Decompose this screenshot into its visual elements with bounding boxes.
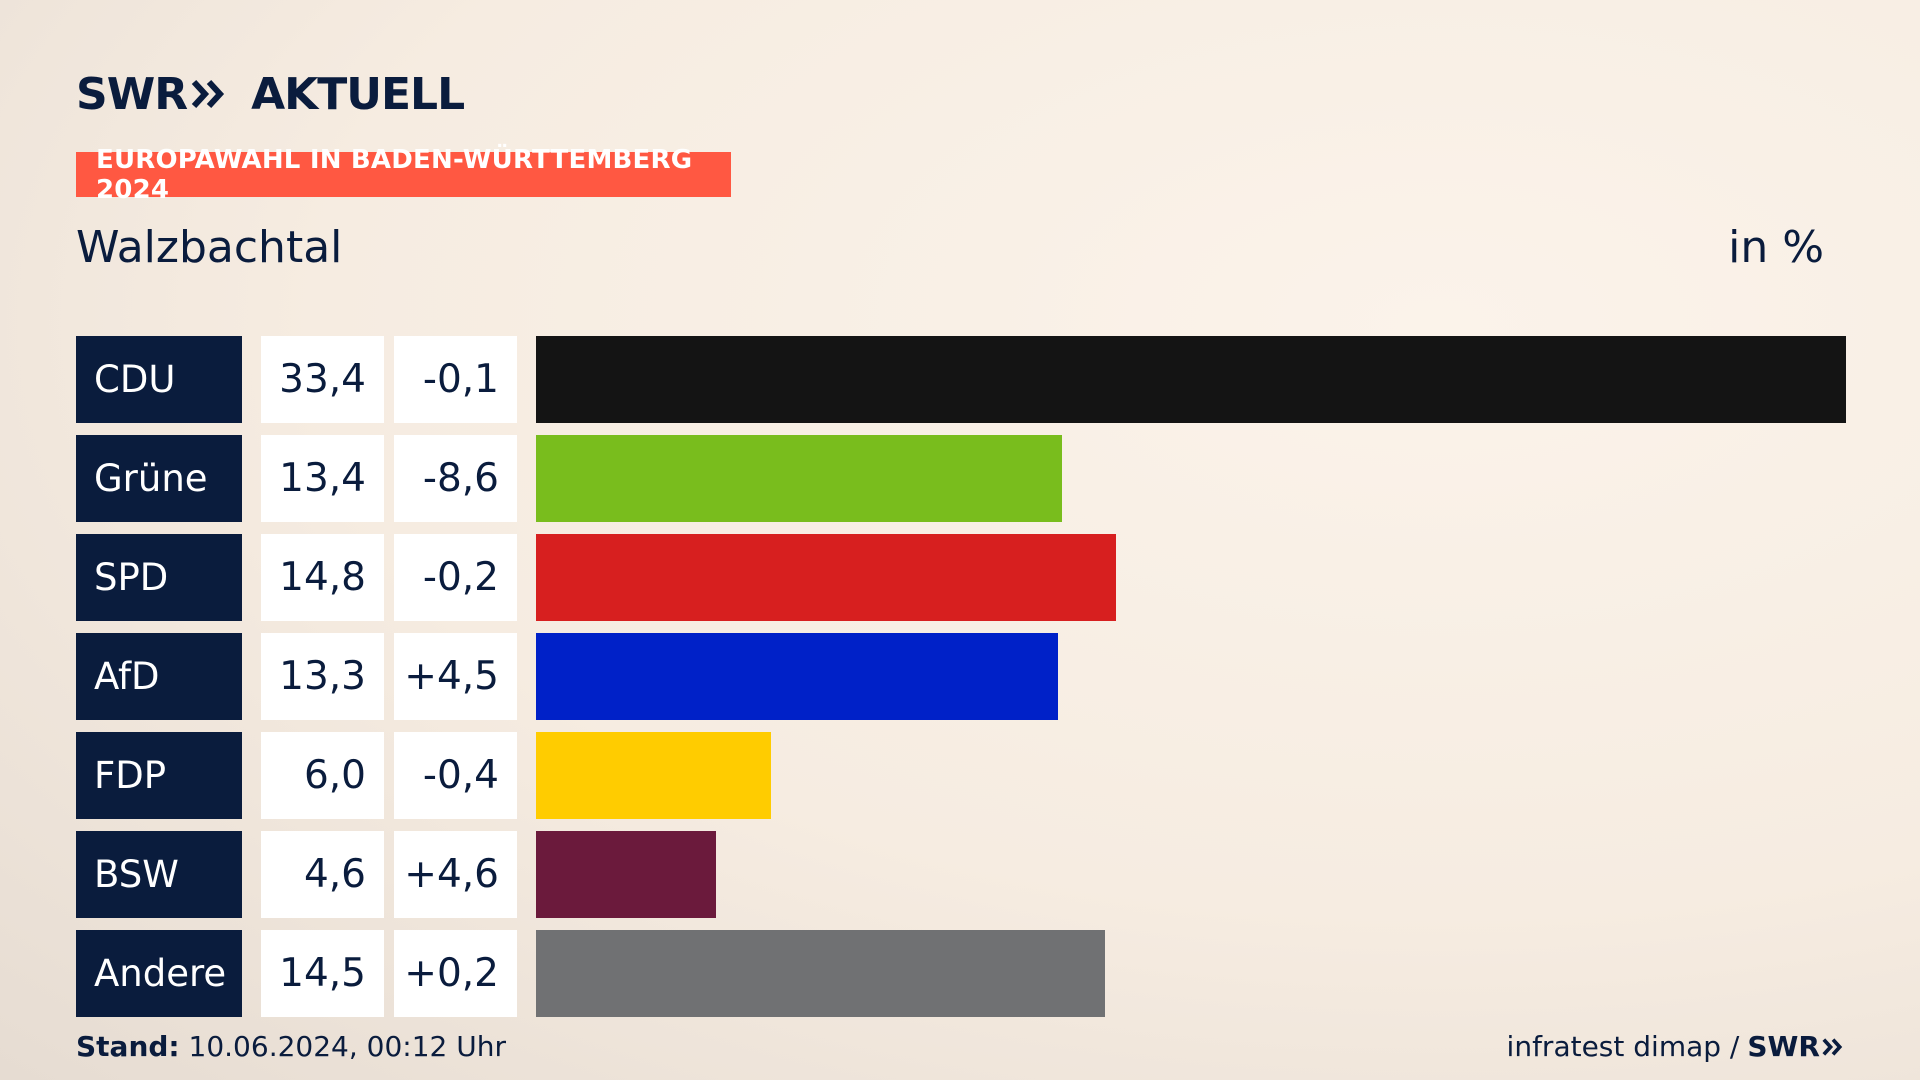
- result-bar: [536, 831, 716, 918]
- party-label: CDU: [76, 336, 242, 423]
- stand-label: Stand:: [76, 1030, 180, 1063]
- result-bar: [536, 336, 1846, 423]
- result-bar: [536, 534, 1116, 621]
- party-label: Andere: [76, 930, 242, 1017]
- result-bar: [536, 633, 1058, 720]
- vote-share-label: 13,4: [261, 435, 384, 522]
- change-label: -8,6: [394, 435, 517, 522]
- election-badge: EUROPAWAHL IN BADEN-WÜRTTEMBERG 2024: [76, 145, 731, 205]
- timestamp: Stand: 10.06.2024, 00:12 Uhr: [76, 1030, 506, 1063]
- party-label: SPD: [76, 534, 242, 621]
- vote-share-label: 6,0: [261, 732, 384, 819]
- result-row: AfD 13,3 +4,5: [76, 633, 1846, 720]
- source-text: infratest dimap /: [1506, 1030, 1740, 1063]
- chevron-right-icon: [1822, 1037, 1843, 1056]
- vote-share-label: 14,5: [261, 930, 384, 1017]
- source-credit: infratest dimap / SWR: [1507, 1030, 1844, 1063]
- party-label: FDP: [76, 732, 242, 819]
- swr-logo: SWR: [76, 69, 227, 120]
- result-row: Grüne 13,4 -8,6: [76, 435, 1846, 522]
- result-bar: [536, 930, 1105, 1017]
- vote-share-label: 33,4: [261, 336, 384, 423]
- unit-label: in %: [1728, 222, 1824, 273]
- change-label: -0,1: [394, 336, 517, 423]
- change-label: -0,4: [394, 732, 517, 819]
- swr-small-logo: SWR: [1747, 1030, 1844, 1063]
- vote-share-label: 13,3: [261, 633, 384, 720]
- vote-share-label: 14,8: [261, 534, 384, 621]
- result-row: SPD 14,8 -0,2: [76, 534, 1846, 621]
- party-label: AfD: [76, 633, 242, 720]
- swr-small-logo-text: SWR: [1747, 1030, 1820, 1063]
- change-label: -0,2: [394, 534, 517, 621]
- change-label: +4,5: [394, 633, 517, 720]
- change-label: +0,2: [394, 930, 517, 1017]
- party-label: BSW: [76, 831, 242, 918]
- change-label: +4,6: [394, 831, 517, 918]
- result-bar: [536, 732, 771, 819]
- vote-share-label: 4,6: [261, 831, 384, 918]
- chevron-right-icon: [191, 79, 225, 109]
- swr-aktuell-logo: SWR AKTUELL: [76, 64, 465, 124]
- municipality-title: Walzbachtal: [76, 222, 343, 273]
- result-row: CDU 33,4 -0,1: [76, 336, 1846, 423]
- stand-value: 10.06.2024, 00:12 Uhr: [188, 1030, 506, 1063]
- result-row: FDP 6,0 -0,4: [76, 732, 1846, 819]
- result-row: BSW 4,6 +4,6: [76, 831, 1846, 918]
- aktuell-logo-text: AKTUELL: [251, 68, 465, 120]
- result-row: Andere 14,5 +0,2: [76, 930, 1846, 1017]
- party-label: Grüne: [76, 435, 242, 522]
- swr-logo-text: SWR: [76, 68, 188, 120]
- result-bar: [536, 435, 1062, 522]
